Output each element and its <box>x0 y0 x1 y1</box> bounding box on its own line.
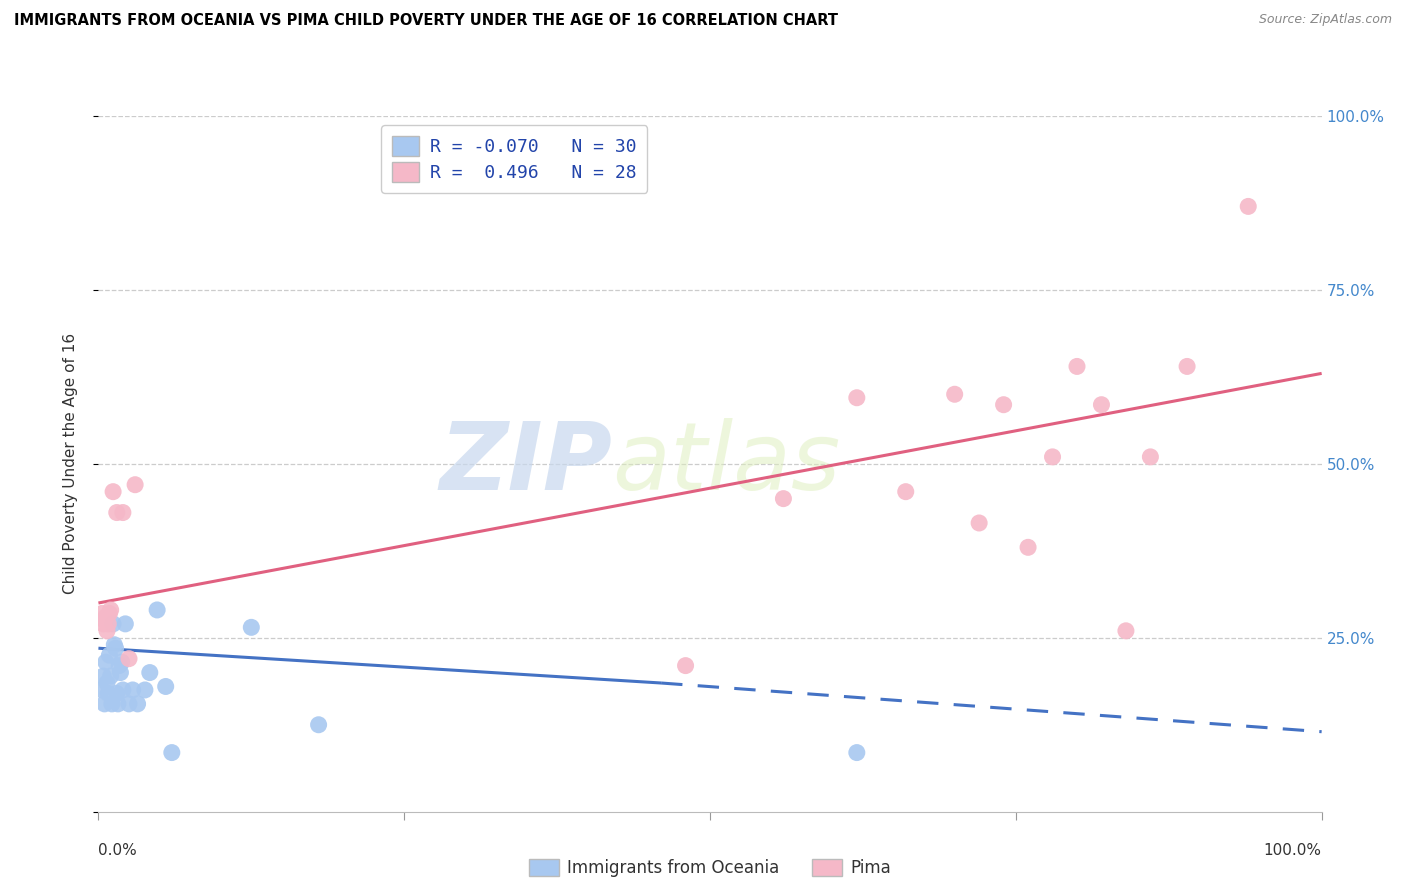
Point <box>772 491 794 506</box>
Point <box>108 658 131 673</box>
Point <box>94 655 117 669</box>
Text: Source: ZipAtlas.com: Source: ZipAtlas.com <box>1258 13 1392 27</box>
Point <box>97 616 120 631</box>
Point <box>1066 359 1088 374</box>
Point <box>160 746 183 760</box>
Text: atlas: atlas <box>612 418 841 509</box>
Point <box>101 484 124 499</box>
Point <box>114 616 136 631</box>
Point <box>943 387 966 401</box>
Point <box>111 655 134 669</box>
Point <box>146 603 169 617</box>
Point <box>111 506 134 520</box>
Point <box>675 658 697 673</box>
Point <box>993 398 1015 412</box>
Point <box>894 484 917 499</box>
Point <box>100 603 122 617</box>
Point <box>105 686 128 700</box>
Text: ZIP: ZIP <box>439 417 612 510</box>
Point <box>139 665 162 680</box>
Point <box>1042 450 1064 464</box>
Point <box>845 746 868 760</box>
Point <box>967 516 990 530</box>
Point <box>118 651 141 665</box>
Point <box>127 697 149 711</box>
Point <box>103 638 125 652</box>
Point <box>104 641 127 656</box>
Point <box>98 648 121 662</box>
Point <box>101 697 124 711</box>
Point <box>124 477 146 491</box>
Point <box>308 717 330 731</box>
Point <box>96 676 118 690</box>
Point <box>107 697 129 711</box>
Point <box>1017 541 1039 555</box>
Point <box>105 506 128 520</box>
Point <box>94 610 117 624</box>
Point <box>91 616 114 631</box>
Point <box>845 391 868 405</box>
Point <box>155 680 177 694</box>
Point <box>100 669 122 683</box>
Point <box>1139 450 1161 464</box>
Point <box>1175 359 1198 374</box>
Point <box>91 607 114 621</box>
Point <box>93 697 115 711</box>
Point <box>93 614 115 628</box>
Y-axis label: Child Poverty Under the Age of 16: Child Poverty Under the Age of 16 <box>63 334 77 594</box>
Point <box>91 669 114 683</box>
Point <box>240 620 263 634</box>
Legend: Immigrants from Oceania, Pima: Immigrants from Oceania, Pima <box>522 852 898 883</box>
Point <box>1115 624 1137 638</box>
Text: IMMIGRANTS FROM OCEANIA VS PIMA CHILD POVERTY UNDER THE AGE OF 16 CORRELATION CH: IMMIGRANTS FROM OCEANIA VS PIMA CHILD PO… <box>14 13 838 29</box>
Point <box>121 683 143 698</box>
Point <box>1090 398 1112 412</box>
Point <box>101 616 124 631</box>
Text: 100.0%: 100.0% <box>1264 843 1322 858</box>
Point <box>97 686 120 700</box>
Point <box>110 665 132 680</box>
Point <box>118 697 141 711</box>
Point <box>1237 199 1260 213</box>
Point <box>91 683 114 698</box>
Point <box>111 683 134 698</box>
Point <box>134 683 156 698</box>
Text: 0.0%: 0.0% <box>98 843 138 858</box>
Point <box>98 607 121 621</box>
Point <box>96 624 118 638</box>
